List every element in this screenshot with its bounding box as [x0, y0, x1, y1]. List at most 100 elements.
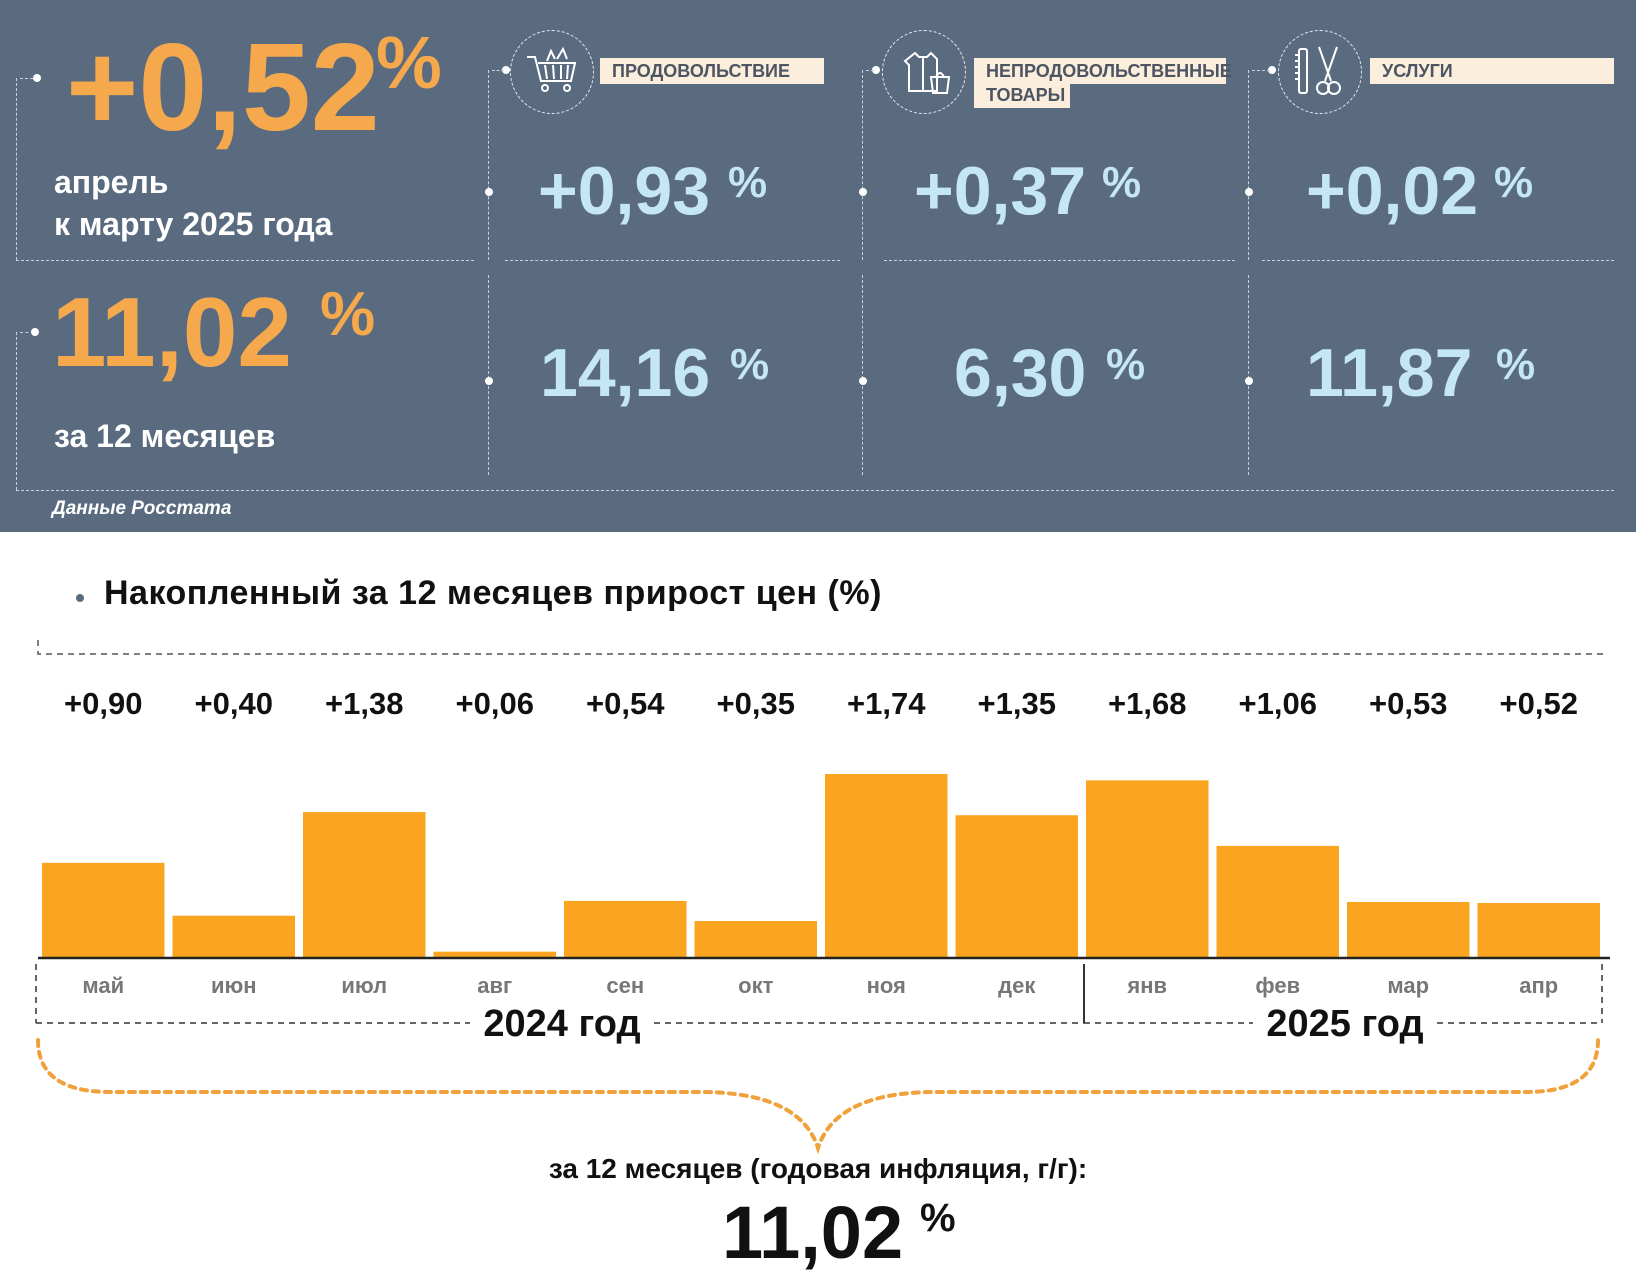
- value-label-11: +0,52: [1500, 686, 1578, 721]
- food-monthly-pct: %: [728, 158, 768, 207]
- category-label-food: ПРОДОВОЛЬСТВИЕ: [600, 58, 824, 84]
- annual-summary-value: 11,02: [722, 1191, 904, 1274]
- nonfood-annual-value: 6,30: [954, 335, 1087, 411]
- shopping-cart-icon: [510, 30, 594, 114]
- bullet-dot: [33, 74, 41, 82]
- monthly-period-line2: к марту 2025 года: [54, 206, 333, 242]
- month-label-2: июл: [341, 973, 387, 998]
- bar-4: [564, 900, 687, 958]
- bar-1: [172, 915, 295, 958]
- category-label-nonfood: НЕПРОДОВОЛЬСТВЕННЫЕ: [974, 58, 1232, 84]
- frame-line: [866, 70, 874, 71]
- scissors-comb-icon: [1278, 30, 1362, 114]
- bar-9: [1216, 845, 1339, 958]
- services-annual-pct: %: [1496, 340, 1536, 389]
- frame-line: [862, 275, 863, 475]
- clothing-icon: [882, 30, 966, 114]
- summary-panel: +0,52 % апрель к марту 2025 года 11,02 %…: [0, 0, 1636, 532]
- month-label-8: янв: [1126, 973, 1167, 998]
- bar-8: [1086, 780, 1209, 958]
- category-label-nonfood-line2: ТОВАРЫ: [974, 82, 1070, 108]
- chart-title-bullet: [76, 594, 84, 602]
- frame-line: [1252, 70, 1270, 71]
- annual-inflation-value: 11,02: [52, 277, 292, 387]
- frame-line: [492, 70, 504, 71]
- month-label-7: дек: [998, 973, 1036, 998]
- month-label-6: ноя: [867, 973, 906, 998]
- frame-line: [20, 332, 34, 333]
- value-label-5: +0,35: [717, 686, 795, 721]
- source-note: Данные Росстата: [52, 498, 232, 519]
- month-label-3: авг: [477, 973, 512, 998]
- bar-5: [694, 920, 817, 958]
- frame-line: [505, 260, 840, 261]
- frame-line: [862, 70, 863, 260]
- year-label-0: 2024 год: [483, 1003, 640, 1045]
- services-annual-value: 11,87: [1306, 335, 1473, 411]
- monthly-period-line1: апрель: [54, 164, 169, 200]
- month-label-9: фев: [1255, 973, 1300, 998]
- bar-0: [42, 862, 165, 958]
- frame-line: [20, 78, 38, 79]
- bar-7: [955, 815, 1078, 958]
- month-label-1: июн: [211, 973, 257, 998]
- food-monthly-value: +0,93: [538, 153, 711, 229]
- category-label-line: ПРОДОВОЛЬСТВИЕ: [612, 61, 791, 81]
- month-label-0: май: [82, 973, 124, 998]
- category-label-line: УСЛУГИ: [1382, 61, 1453, 81]
- month-label-11: апр: [1519, 973, 1558, 998]
- month-label-5: окт: [738, 973, 773, 998]
- frame-line: [488, 70, 489, 260]
- value-label-0: +0,90: [64, 686, 142, 721]
- nonfood-monthly-value: +0,37: [914, 153, 1087, 229]
- frame-line: [1262, 260, 1614, 261]
- frame-line: [884, 260, 1235, 261]
- frame-line: [16, 260, 474, 261]
- frame-line: [16, 78, 17, 260]
- food-annual-value: 14,16: [540, 335, 711, 411]
- category-label-line: ТОВАРЫ: [986, 85, 1066, 105]
- services-monthly-value: +0,02: [1306, 153, 1479, 229]
- bar-11: [1477, 903, 1600, 958]
- nonfood-monthly-pct: %: [1102, 158, 1142, 207]
- food-annual-pct: %: [730, 340, 770, 389]
- bullet-dot: [872, 66, 880, 74]
- services-monthly-pct: %: [1494, 158, 1534, 207]
- bar-10: [1347, 901, 1470, 958]
- monthly-inflation-pct: %: [376, 21, 442, 104]
- frame-line: [16, 332, 17, 490]
- annual-summary-label: за 12 месяцев (годовая инфляция, г/г):: [548, 1153, 1088, 1184]
- value-label-10: +0,53: [1369, 686, 1447, 721]
- bullet-dot: [502, 66, 510, 74]
- category-label-services: УСЛУГИ: [1370, 58, 1614, 84]
- bar-chart: +0,90 +0,40 +1,38 +0,06 +0,54 +0,35 +1,74 +1,35…: [35, 640, 1610, 1045]
- frame-line: [488, 275, 489, 475]
- bullet-dot: [485, 188, 493, 196]
- annual-period-label: за 12 месяцев: [54, 418, 276, 454]
- bullet-dot: [1245, 188, 1253, 196]
- bullet-dot: [485, 377, 493, 385]
- bar-2: [303, 812, 426, 958]
- value-label-1: +0,40: [195, 686, 273, 721]
- value-label-2: +1,38: [325, 686, 403, 721]
- frame-line: [1248, 275, 1249, 475]
- category-label-line: НЕПРОДОВОЛЬСТВЕННЫЕ: [986, 61, 1232, 81]
- monthly-inflation-value: +0,52: [66, 19, 380, 157]
- bullet-dot: [1268, 66, 1276, 74]
- month-label-10: мар: [1387, 973, 1429, 998]
- frame-line: [16, 490, 1614, 491]
- summary-brace: [36, 1038, 1600, 1155]
- month-label-4: сен: [606, 973, 644, 998]
- bullet-dot: [859, 188, 867, 196]
- bullet-dot: [859, 377, 867, 385]
- year-label-1: 2025 год: [1266, 1003, 1423, 1045]
- value-label-8: +1,68: [1108, 686, 1186, 721]
- annual-summary-pct: %: [920, 1196, 956, 1240]
- bar-3: [433, 951, 556, 958]
- value-label-3: +0,06: [456, 686, 534, 721]
- value-label-9: +1,06: [1239, 686, 1317, 721]
- bullet-dot: [31, 328, 39, 336]
- value-label-6: +1,74: [847, 686, 926, 721]
- value-label-7: +1,35: [978, 686, 1056, 721]
- bullet-dot: [1245, 377, 1253, 385]
